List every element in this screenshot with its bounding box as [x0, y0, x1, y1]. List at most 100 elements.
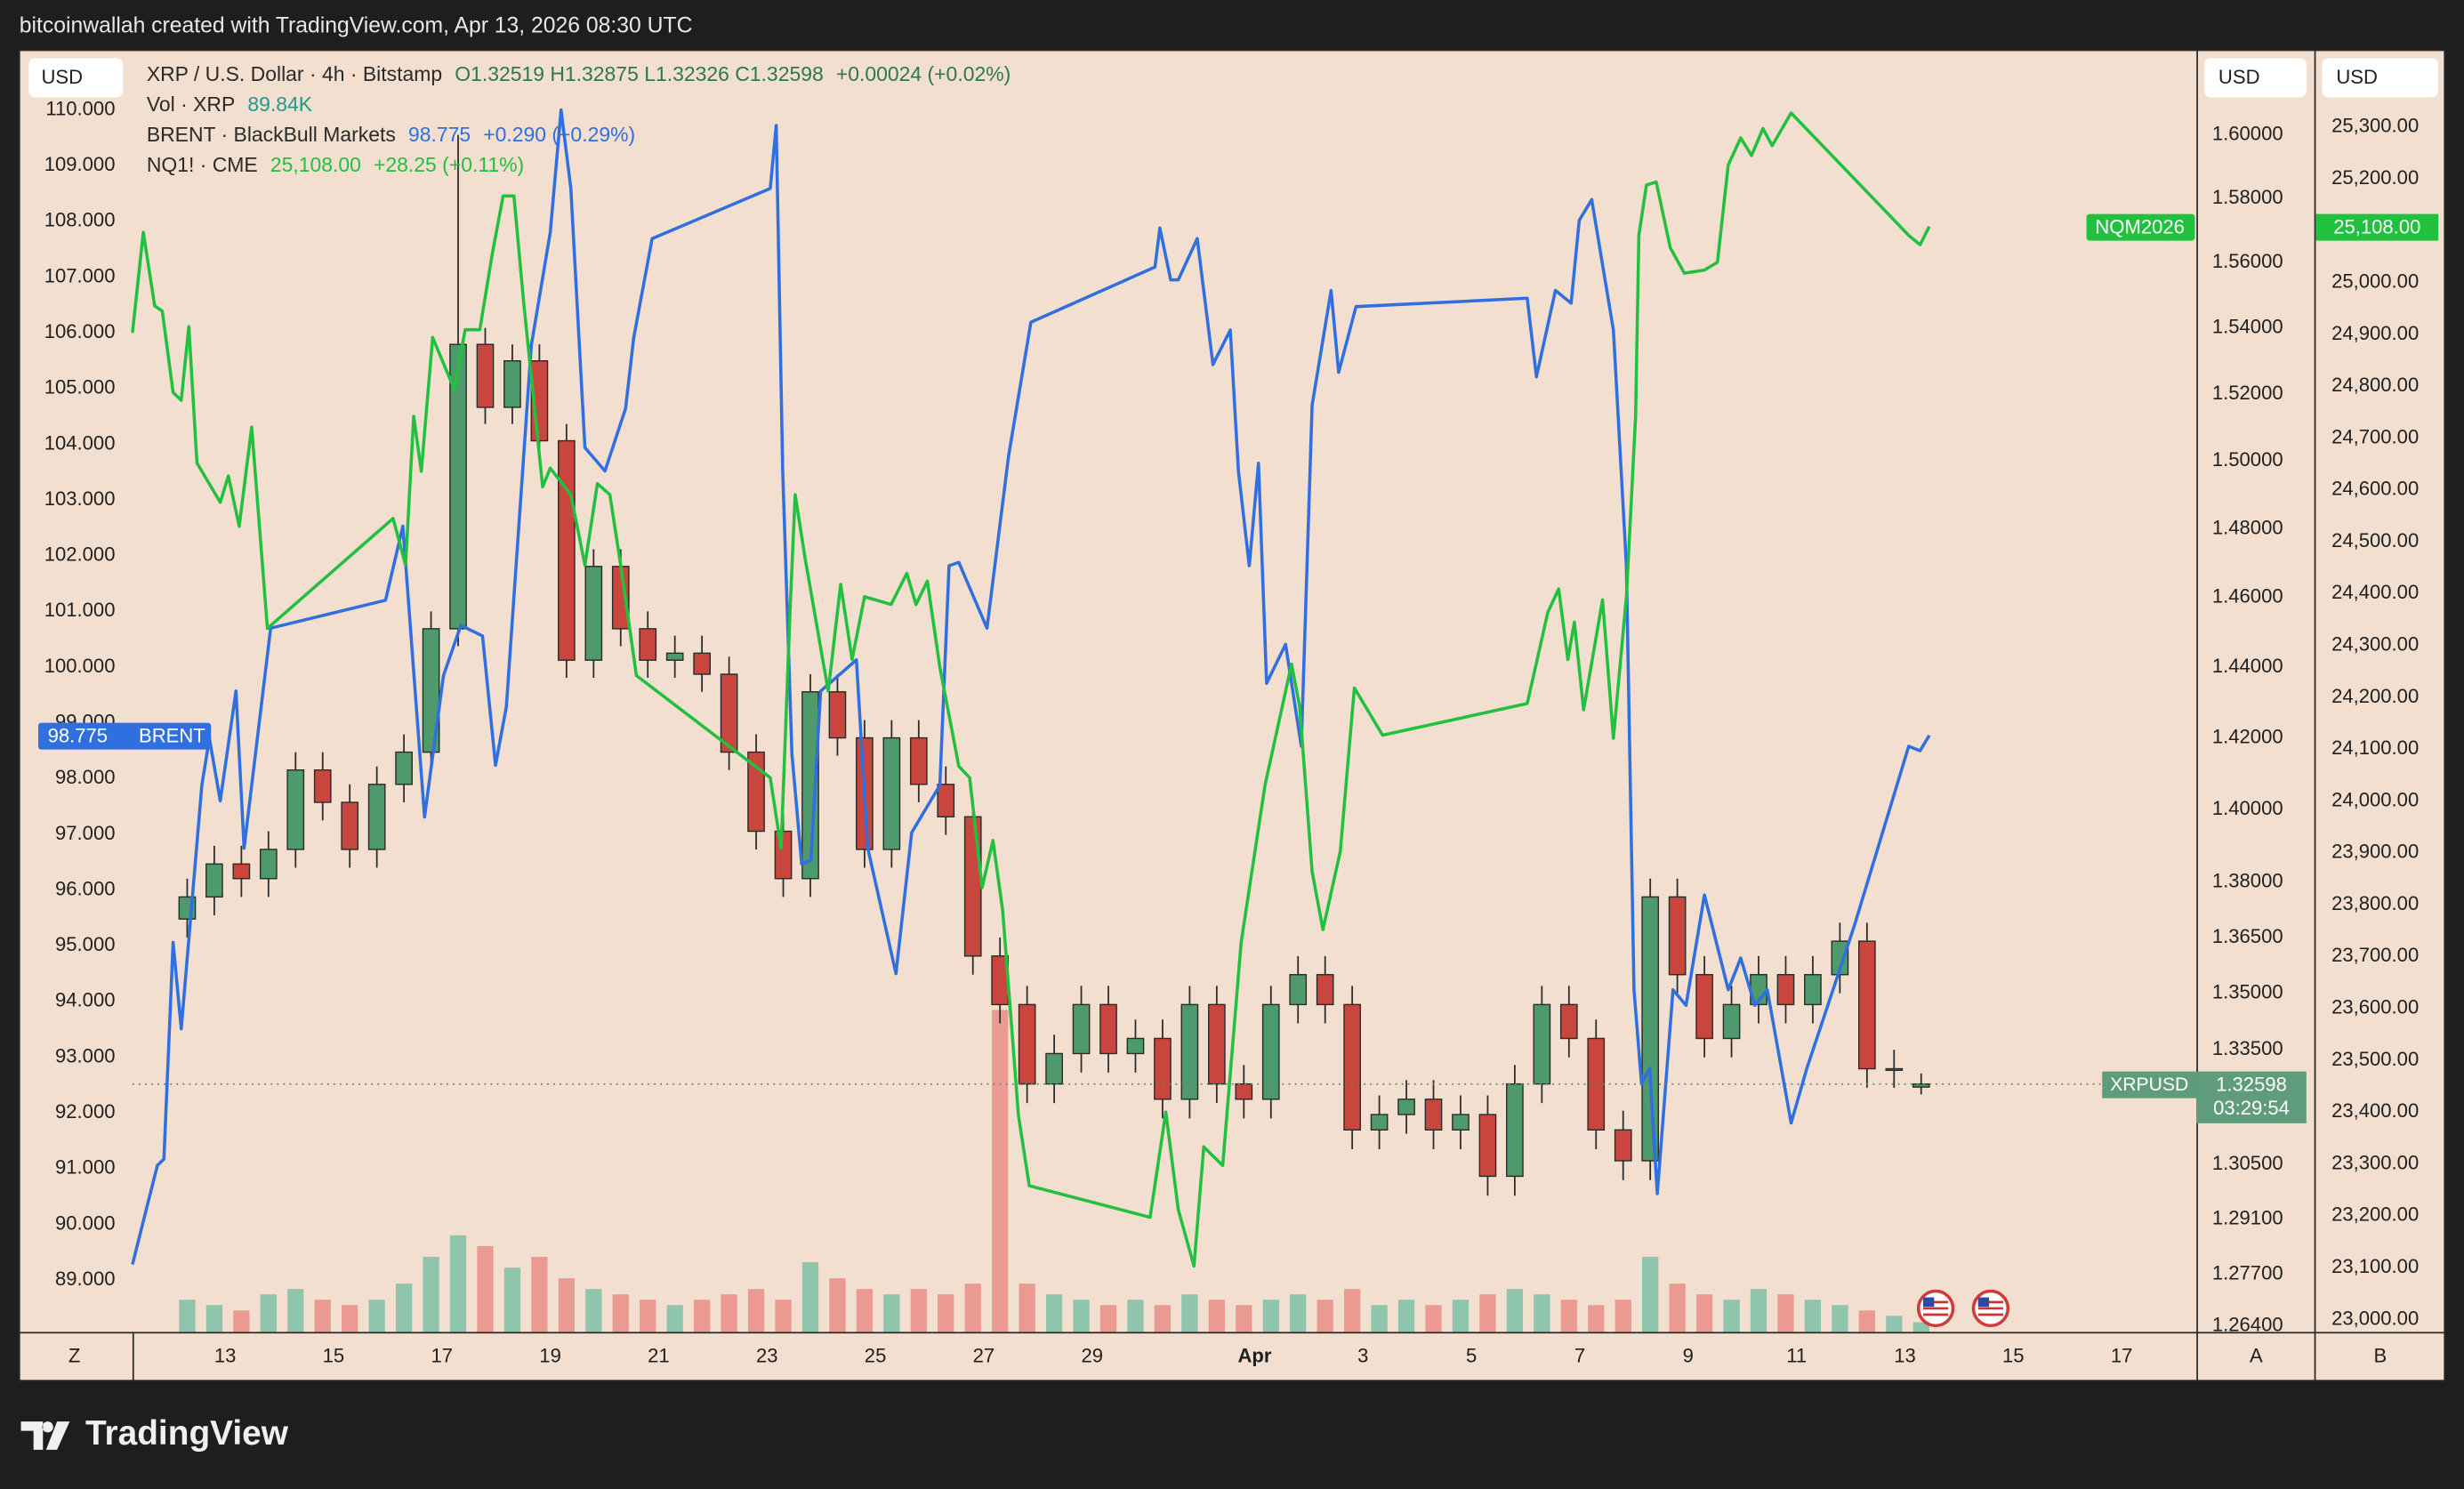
price-line	[131, 108, 1931, 1266]
volume-bar	[368, 1300, 385, 1332]
candle-body	[1316, 974, 1334, 1006]
volume-bar	[856, 1289, 874, 1332]
candle-body	[1370, 1114, 1389, 1131]
a-tick-label: 1.40000	[2212, 797, 2283, 819]
b-tick-label: 24,600.00	[2331, 478, 2419, 500]
x-tick-label: 19	[539, 1344, 561, 1366]
x-tick-label: 21	[648, 1344, 670, 1366]
x-tick-label: 17	[2111, 1344, 2133, 1366]
candle-body	[937, 784, 955, 817]
left-tick-label: 107.000	[44, 264, 116, 286]
candle-body	[1424, 1099, 1443, 1131]
a-tick-label: 1.35000	[2212, 981, 2283, 1003]
candle-body	[1261, 1003, 1280, 1100]
left-tick-label: 104.000	[44, 431, 116, 454]
scale-button[interactable]: Z	[68, 1344, 80, 1366]
volume-bar	[1560, 1300, 1577, 1332]
volume-bar	[477, 1245, 494, 1332]
plot	[131, 108, 2197, 1332]
legend-item: NQ1! · CME	[147, 153, 258, 176]
b-tick-label: 24,700.00	[2331, 425, 2419, 447]
volume-bar	[775, 1300, 792, 1332]
a-tick-label: 1.46000	[2212, 585, 2283, 608]
volume-bar	[1181, 1294, 1198, 1332]
price-tag-label: BRENT	[139, 724, 205, 746]
b-tick-label: 24,800.00	[2331, 374, 2419, 396]
volume-bar	[1506, 1289, 1524, 1332]
price-tag-label: XRPUSD	[2110, 1074, 2188, 1095]
candle-body	[1506, 1083, 1524, 1178]
volume-bar	[1371, 1305, 1388, 1332]
volume-bar	[1642, 1256, 1659, 1332]
volume-bar	[1154, 1305, 1172, 1332]
b-tick-label: 24,200.00	[2331, 685, 2419, 707]
volume-bar	[801, 1261, 819, 1332]
volume-bar	[233, 1310, 250, 1332]
candle-body	[665, 652, 684, 661]
left-tick-label: 97.000	[55, 822, 115, 844]
a-tick-label: 1.50000	[2212, 448, 2283, 471]
volume-bar	[883, 1294, 900, 1332]
legend-row: BRENT · BlackBull Markets 98.775 +0.290 (+…	[147, 123, 635, 146]
left-tick-label: 98.000	[55, 766, 115, 788]
candle-body	[367, 784, 386, 850]
candle-body	[1695, 974, 1713, 1040]
candle-body	[205, 863, 223, 898]
volume-bar	[449, 1235, 467, 1332]
b-tick-label: 23,600.00	[2331, 996, 2419, 1018]
volume-bar	[1804, 1300, 1822, 1332]
currency-button[interactable]	[2322, 58, 2439, 98]
candle-body	[1804, 974, 1822, 1006]
a-tick-label: 1.48000	[2212, 516, 2283, 538]
legend-item: 98.775	[408, 123, 471, 146]
a-tick-label: 1.54000	[2212, 316, 2283, 338]
volume-bar	[1019, 1284, 1035, 1332]
volume-bar	[585, 1289, 602, 1332]
left-tick-label: 94.000	[55, 989, 115, 1011]
b-tick-label: 23,000.00	[2331, 1307, 2419, 1329]
event-flag[interactable]	[1916, 1289, 2010, 1328]
countdown: 03:29:54	[2213, 1097, 2290, 1119]
scale-button[interactable]: B	[2373, 1344, 2387, 1366]
candle-body	[1478, 1114, 1497, 1178]
candle-body	[1180, 1003, 1199, 1100]
left-tick-label: 95.000	[55, 933, 115, 955]
price-tag-label: NQM2026	[2095, 215, 2185, 237]
candle-body	[558, 439, 576, 661]
b-tick-label: 23,400.00	[2331, 1099, 2419, 1122]
candle-body	[259, 849, 278, 880]
candle-body	[639, 628, 657, 661]
currency-label[interactable]: USD	[2336, 66, 2378, 88]
volume-bar	[1750, 1289, 1767, 1332]
currency-button[interactable]	[2204, 58, 2307, 98]
volume-bar	[1099, 1305, 1117, 1332]
candle-body	[828, 691, 847, 739]
candle-body	[1452, 1114, 1470, 1131]
a-tick-label: 1.38000	[2212, 870, 2283, 892]
volume-bar	[423, 1256, 439, 1332]
volume-bar	[1317, 1300, 1333, 1332]
scale-button[interactable]: A	[2250, 1344, 2263, 1366]
volume-bar	[531, 1256, 548, 1332]
volume-bar	[1614, 1300, 1631, 1332]
b-tick-label: 23,800.00	[2331, 892, 2419, 914]
currency-button[interactable]	[28, 58, 124, 98]
legend-row: NQ1! · CME 25,108.00 +28.25 (+0.11%)	[147, 153, 524, 176]
candle-body	[1885, 1067, 1904, 1072]
b-tick-label: 24,000.00	[2331, 788, 2419, 810]
candle-body	[1072, 1003, 1091, 1055]
a-tick-label: 1.44000	[2212, 655, 2283, 677]
candle-body	[801, 691, 819, 880]
candle-body	[882, 736, 901, 850]
volume-bar	[992, 1010, 1009, 1332]
x-tick-label: 7	[1574, 1344, 1585, 1366]
left-tick-label: 90.000	[55, 1211, 115, 1234]
flag-stripes	[1922, 1300, 2004, 1316]
b-tick-label: 24,100.00	[2331, 736, 2419, 759]
volume-bar	[612, 1294, 629, 1332]
left-tick-label: 89.000	[55, 1268, 115, 1290]
currency-label[interactable]: USD	[42, 66, 84, 88]
currency-label[interactable]: USD	[2218, 66, 2260, 88]
candle-body	[395, 751, 413, 785]
left-tick-label: 106.000	[44, 320, 116, 342]
